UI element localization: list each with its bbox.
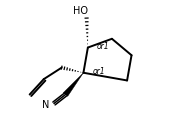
Text: HO: HO bbox=[73, 6, 88, 15]
Text: or1: or1 bbox=[92, 67, 105, 76]
Text: or1: or1 bbox=[97, 42, 109, 51]
Polygon shape bbox=[63, 73, 83, 96]
Text: N: N bbox=[42, 100, 50, 110]
